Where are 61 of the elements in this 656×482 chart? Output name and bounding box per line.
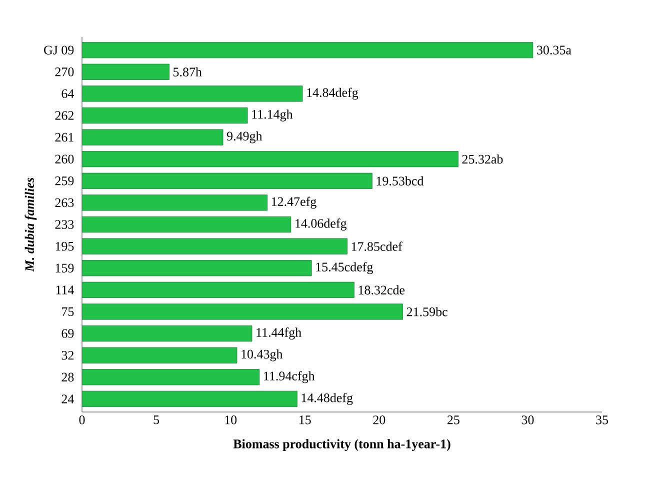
x-tick-label: 10 [225, 416, 237, 424]
x-tick-label: 5 [154, 416, 160, 424]
bar [82, 238, 348, 254]
data-label: 10.43gh [242, 349, 283, 362]
bar [82, 325, 252, 342]
bar [82, 64, 170, 80]
x-tick-label: 20 [373, 416, 386, 424]
y-tick-label: 69 [62, 329, 74, 338]
y-tick-label: 195 [56, 242, 74, 251]
x-axis-title: Biomass productivity (tonn ha-1year-1) [233, 439, 450, 452]
x-tick-label: 30 [522, 416, 534, 424]
y-tick-label: 114 [56, 286, 74, 294]
y-tick-label: 260 [55, 154, 74, 164]
x-tick-label: 0 [79, 416, 85, 424]
y-tick-label: 28 [62, 372, 74, 382]
bar [82, 260, 312, 276]
bar [82, 282, 354, 298]
y-tick-label: 259 [55, 176, 74, 186]
data-label: 11.14gh [252, 110, 293, 122]
data-label: 11.94cfgh [264, 371, 315, 384]
y-tick-label: 262 [55, 111, 74, 120]
data-label: 30.35a [537, 46, 572, 54]
y-tick-label: 75 [62, 307, 74, 316]
bar [82, 151, 458, 168]
data-label: 14.06defg [296, 218, 347, 230]
data-label: 11.44fgh [256, 328, 302, 340]
data-label: 9.49gh [226, 131, 262, 144]
y-tick-label: 64 [62, 89, 74, 98]
bar [82, 216, 292, 233]
bar [82, 304, 403, 320]
x-tick-label: 25 [447, 416, 460, 424]
y-tick-label: 32 [62, 350, 74, 360]
y-axis-title: M. dubia families [24, 178, 37, 272]
y-tick-label: 261 [55, 132, 74, 142]
data-label: 12.47efg [272, 196, 316, 209]
x-tick-label: 35 [596, 416, 608, 424]
y-tick-label: 24 [62, 394, 74, 404]
data-label: 17.85cdef [352, 242, 402, 251]
bar [82, 390, 298, 407]
y-tick-label: 159 [56, 264, 74, 272]
data-label: 15.45cdefg [316, 262, 373, 274]
data-label: 21.59bc [406, 307, 448, 316]
y-tick-label: 233 [55, 220, 74, 229]
bar [82, 107, 248, 124]
data-label: 25.32ab [462, 154, 503, 164]
y-tick-label: 263 [55, 198, 74, 208]
data-label: 18.32cde [358, 285, 405, 295]
bar [82, 369, 260, 386]
y-tick-label: 270 [55, 68, 74, 76]
bar [82, 129, 224, 146]
y-tick-label: GJ 09 [44, 46, 74, 54]
data-label: 5.87h [173, 67, 202, 76]
bar [82, 172, 372, 189]
bar [82, 42, 534, 58]
bar [82, 86, 303, 102]
data-label: 19.53bcd [376, 176, 424, 186]
data-label: 14.48defg [302, 392, 353, 405]
x-tick-label: 15 [300, 416, 311, 424]
data-label: 14.84defg [307, 88, 358, 100]
bar [82, 347, 238, 364]
bar [82, 194, 268, 211]
